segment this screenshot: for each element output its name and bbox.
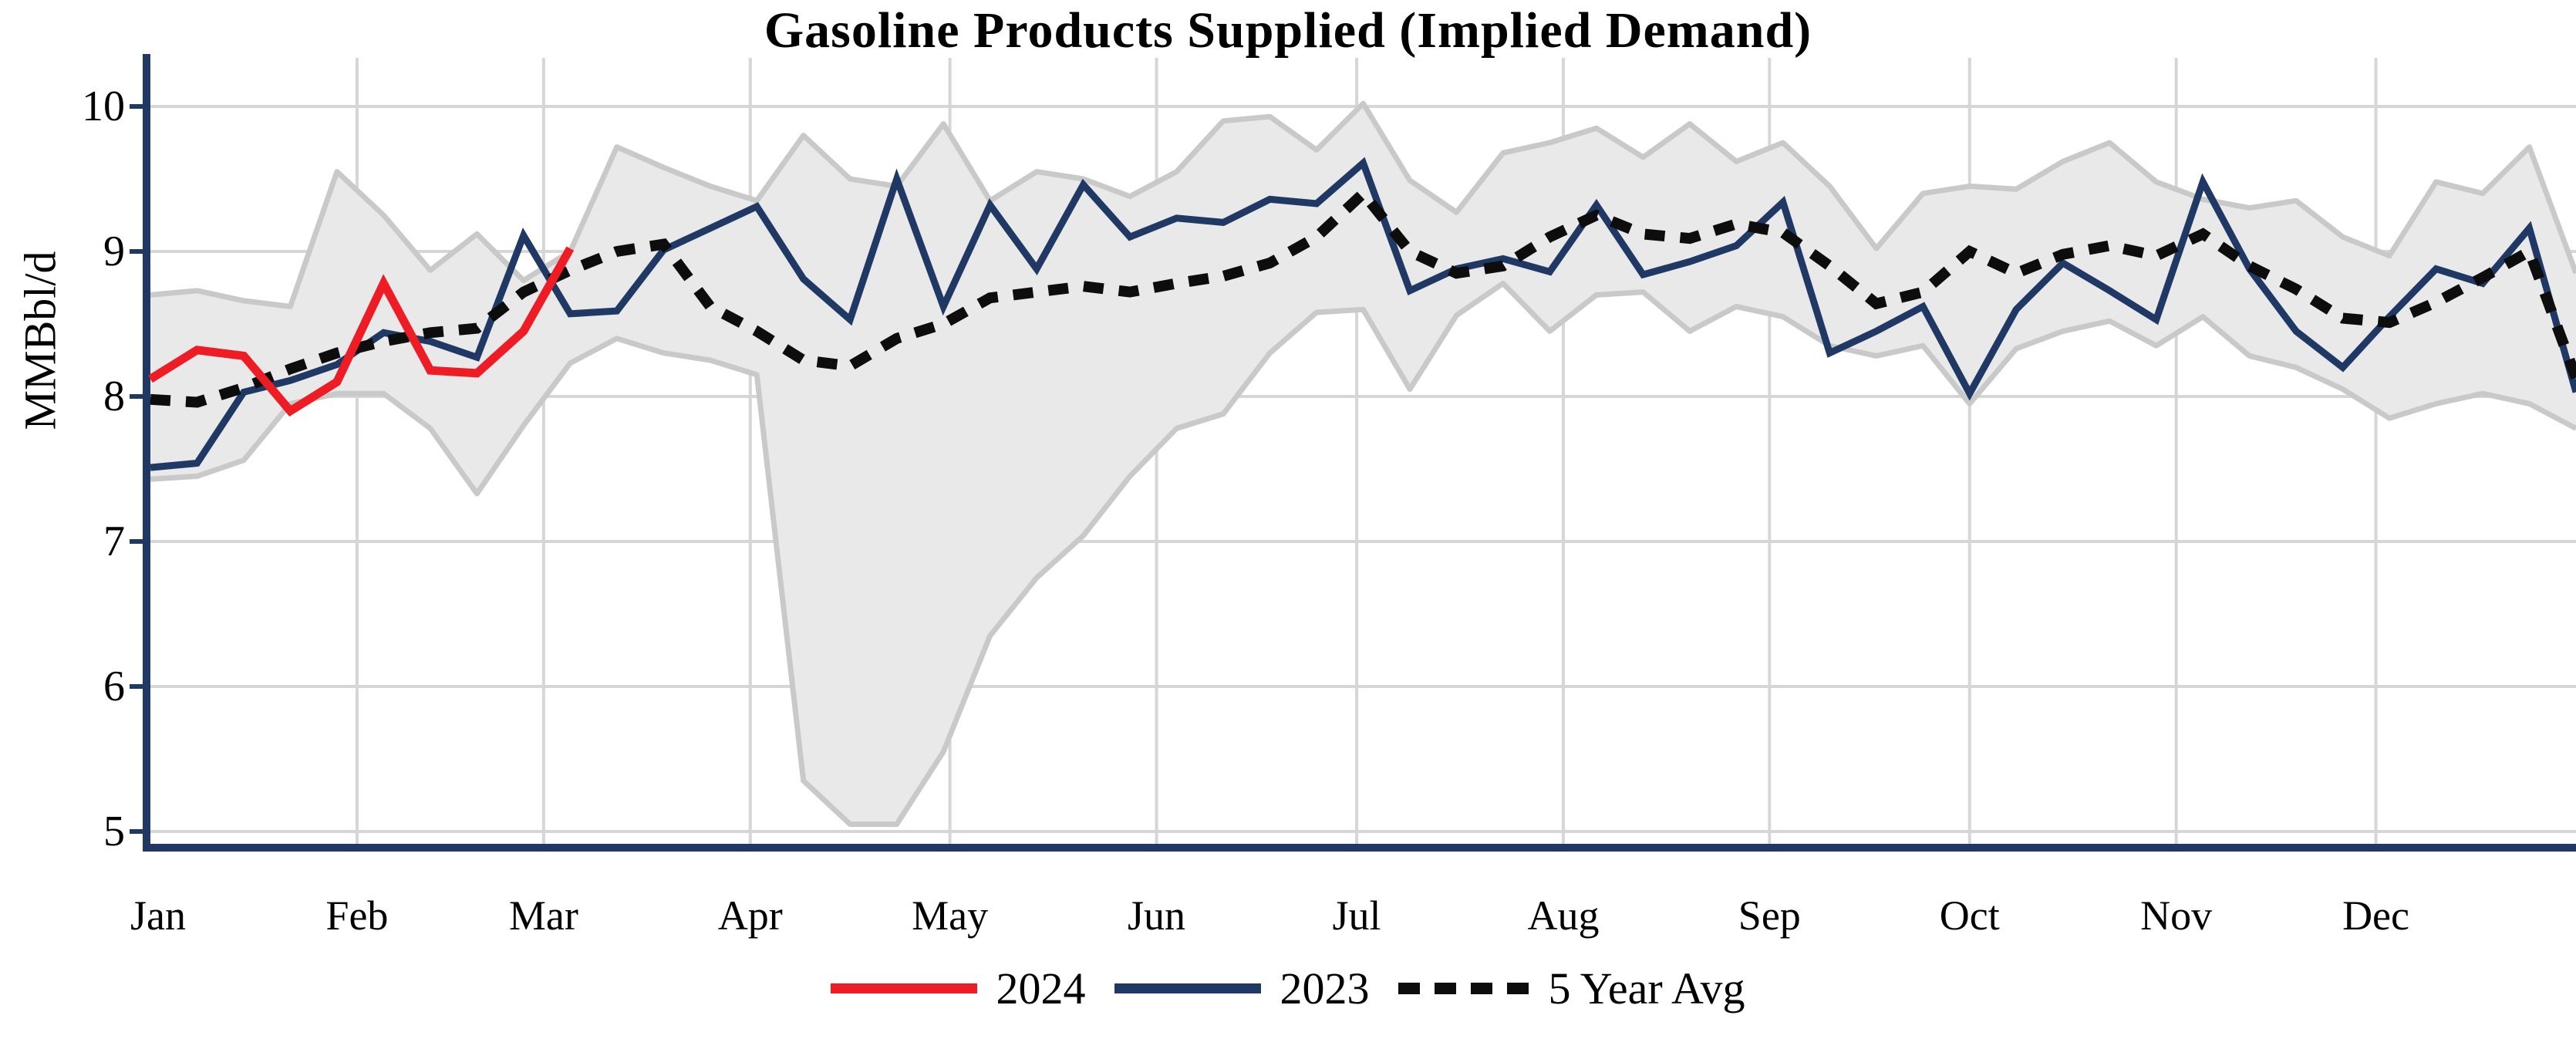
x-tick-label-May: May [912, 892, 988, 939]
y-tick-label-6: 6 [103, 663, 125, 710]
x-tick-label-Mar: Mar [509, 892, 578, 939]
y-tick-label-8: 8 [103, 373, 125, 420]
legend-5yr-avg-dotted-icon [1398, 983, 1530, 994]
x-tick-label-Oct: Oct [1940, 892, 2000, 939]
x-tick-label-Nov: Nov [2140, 892, 2212, 939]
legend-2023-label: 2023 [1280, 963, 1370, 1014]
x-tick-label-Sep: Sep [1738, 892, 1801, 939]
legend-item-5yr-avg: 5 Year Avg [1398, 963, 1745, 1014]
five-year-range-lower-edge [150, 280, 2576, 828]
five-year-range-upper-edge [150, 100, 2576, 309]
series-2023-line [150, 157, 2576, 471]
x-tick-label-Jun: Jun [1128, 892, 1185, 939]
x-tick-label-Jul: Jul [1333, 892, 1381, 939]
y-tick-label-9: 9 [103, 228, 125, 275]
legend-item-2023: 2023 [1114, 963, 1369, 1014]
x-tick-label-Feb: Feb [325, 892, 388, 939]
legend-item-2024: 2024 [831, 963, 1085, 1014]
legend-5yr-avg-label: 5 Year Avg [1548, 963, 1745, 1014]
five-year-range-band [150, 103, 2576, 825]
x-tick-label-Jan: Jan [130, 892, 186, 939]
y-axis-label: MMBbl/d [15, 251, 66, 430]
y-tick-label-7: 7 [103, 518, 125, 565]
legend-2024-label: 2024 [996, 963, 1086, 1014]
legend-2023-line-icon [1114, 983, 1262, 993]
chart-title: Gasoline Products Supplied (Implied Dema… [764, 2, 1812, 59]
x-tick-label-Apr: Apr [718, 892, 783, 939]
x-tick-label-Aug: Aug [1527, 892, 1599, 939]
y-tick-label-5: 5 [103, 808, 125, 855]
chart-legend: 2024 2023 5 Year Avg [0, 963, 2576, 1014]
series-2024-line [148, 246, 575, 417]
x-tick-label-Dec: Dec [2342, 892, 2409, 939]
y-tick-label-10: 10 [82, 83, 125, 130]
legend-2024-line-icon [831, 983, 978, 993]
